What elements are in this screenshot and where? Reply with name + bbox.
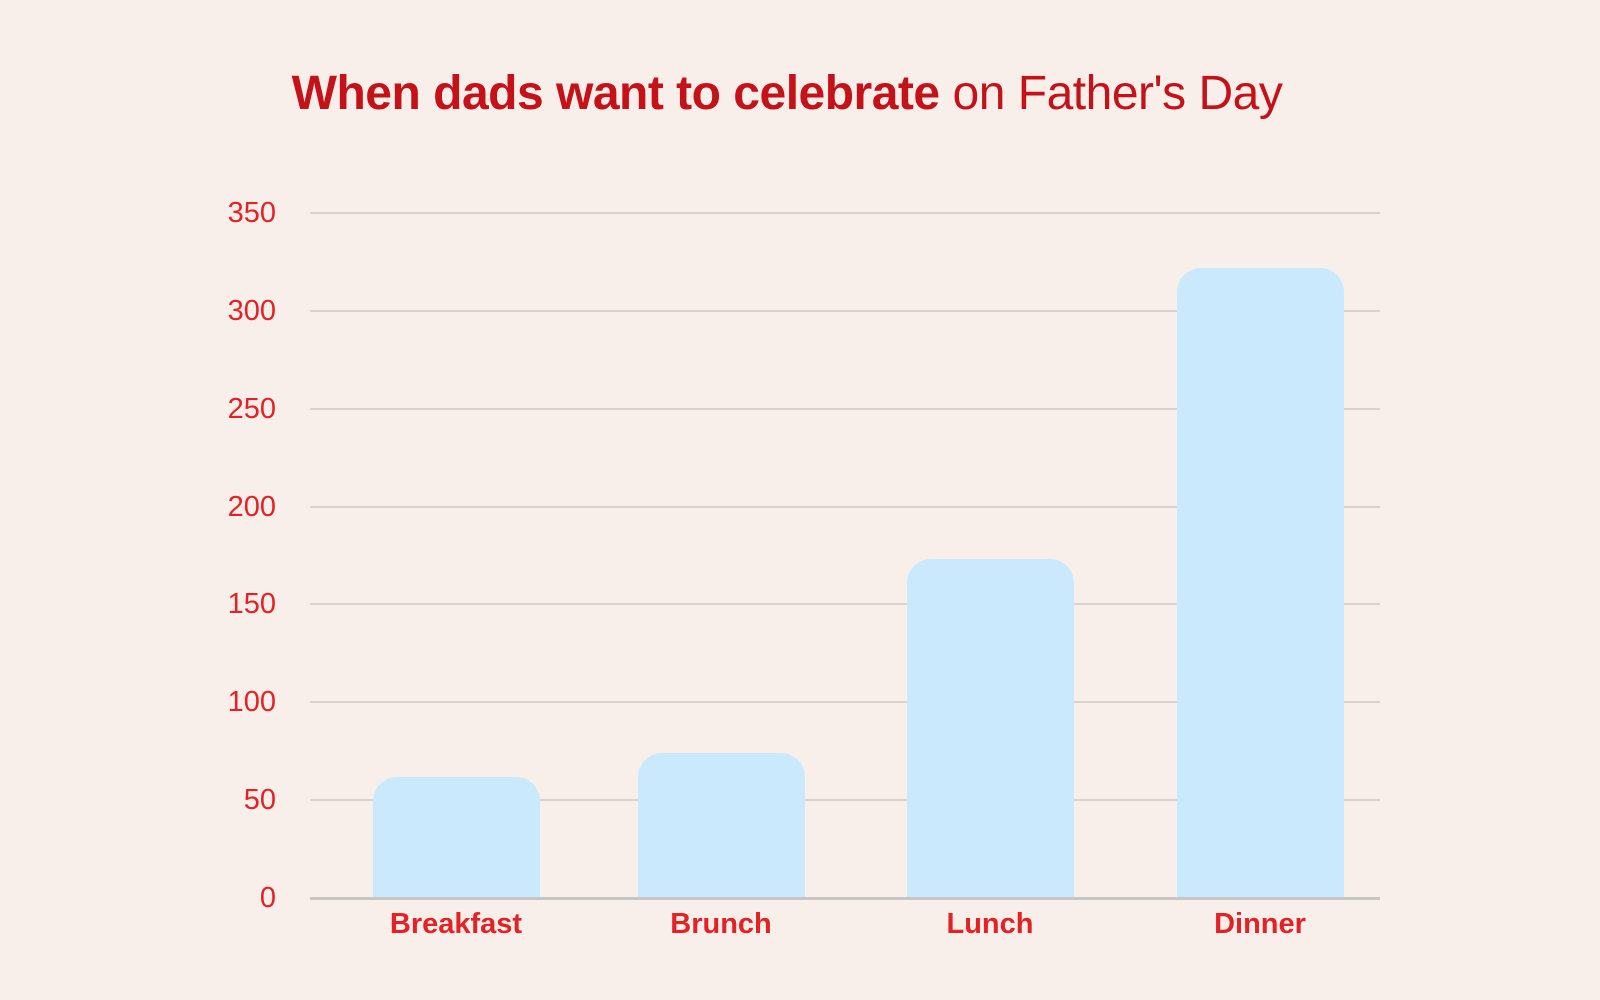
- y-tick-label-50: 50: [243, 784, 276, 817]
- y-axis-labels: 0 50 100 150 200 250 300 350: [150, 197, 276, 914]
- gridline-100: [310, 701, 1380, 704]
- y-tick-label-300: 300: [227, 294, 276, 327]
- bar-brunch: [637, 753, 805, 898]
- bar-dinner: [1176, 267, 1344, 898]
- bar-lunch: [906, 559, 1074, 898]
- bar-breakfast: [372, 776, 540, 898]
- y-tick-label-350: 350: [227, 197, 276, 229]
- chart-title-emphasis: When dads want to celebrate: [291, 67, 940, 120]
- chart-title: When dads want to celebrate on Father's D…: [0, 66, 1587, 121]
- chart-title-rest: on Father's Day: [952, 67, 1283, 120]
- gridline-50: [310, 799, 1380, 802]
- gridline-350: [310, 212, 1380, 214]
- gridline-250: [310, 407, 1380, 410]
- x-axis-labels: Breakfast Brunch Lunch Dinner: [310, 908, 1380, 948]
- x-category-label-lunch: Lunch: [946, 908, 1034, 940]
- gridline-150: [310, 603, 1380, 606]
- plot-area: [310, 212, 1380, 900]
- x-category-label-breakfast: Breakfast: [389, 908, 523, 940]
- y-tick-label-200: 200: [227, 490, 276, 523]
- gridline-300: [310, 309, 1380, 312]
- y-tick-label-150: 150: [227, 588, 276, 621]
- x-axis-line: [310, 896, 1380, 900]
- gridline-200: [310, 505, 1380, 508]
- y-tick-label-0: 0: [259, 882, 276, 914]
- y-tick-label-100: 100: [227, 686, 276, 719]
- x-category-label-dinner: Dinner: [1214, 908, 1306, 940]
- bar-chart: 0 50 100 150 200 250 300 350: [0, 197, 1600, 914]
- y-tick-label-250: 250: [227, 392, 276, 425]
- x-category-label-brunch: Brunch: [670, 908, 772, 940]
